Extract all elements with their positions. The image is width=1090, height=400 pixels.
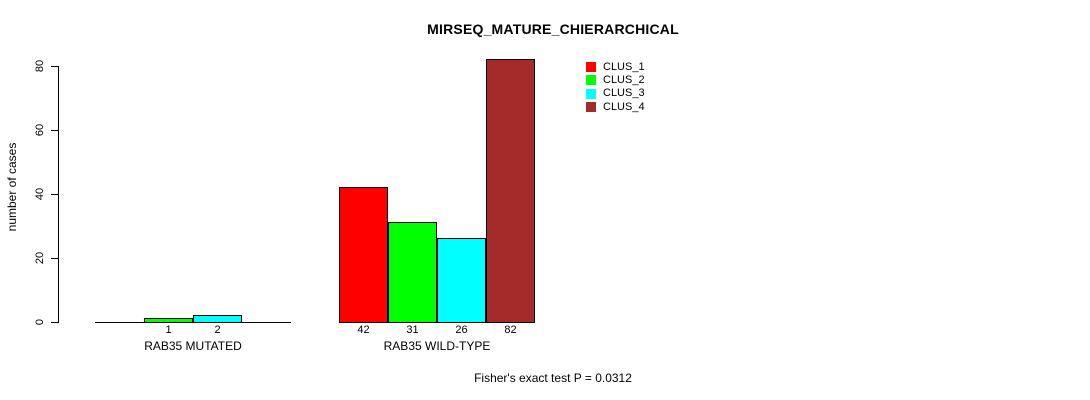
y-axis-label: number of cases xyxy=(5,142,19,232)
bar-value-label: 26 xyxy=(455,324,468,336)
y-tick-label: 80 xyxy=(34,59,46,73)
bar-value-label: 82 xyxy=(504,324,517,336)
y-tick-label: 20 xyxy=(34,251,46,265)
y-axis-tick xyxy=(51,258,58,259)
bar-value-label: 31 xyxy=(406,324,419,336)
fisher-test-annotation: Fisher's exact test P = 0.0312 xyxy=(474,371,632,385)
legend-label: CLUS_2 xyxy=(603,73,645,86)
legend-item-clus_4: CLUS_4 xyxy=(586,100,645,113)
legend-color-swatch-icon xyxy=(586,62,596,72)
legend-color-swatch-icon xyxy=(586,88,596,99)
bar-value-label: 1 xyxy=(165,324,172,336)
bar-clus_3 xyxy=(437,237,486,323)
y-tick-label: 0 xyxy=(34,318,46,326)
legend-label: CLUS_3 xyxy=(603,87,645,100)
legend: CLUS_1 CLUS_2 CLUS_3 CLUS_4 xyxy=(586,60,645,116)
bar-clus_3 xyxy=(193,314,242,323)
y-tick-label: 40 xyxy=(34,187,46,201)
bar-clus_2 xyxy=(144,317,193,323)
legend-item-clus_1: CLUS_1 xyxy=(586,60,645,73)
chart-title: MIRSEQ_MATURE_CHIERARCHICAL xyxy=(427,21,679,37)
bar-clus_1 xyxy=(339,186,388,323)
bar-clus_4 xyxy=(486,58,535,323)
y-axis-tick xyxy=(51,66,58,67)
legend-label: CLUS_4 xyxy=(603,100,645,113)
legend-item-clus_3: CLUS_3 xyxy=(586,87,645,100)
y-axis-tick xyxy=(51,322,58,323)
legend-item-clus_2: CLUS_2 xyxy=(586,73,645,86)
legend-label: CLUS_1 xyxy=(603,60,645,73)
bar-value-label: 2 xyxy=(214,324,221,336)
legend-color-swatch-icon xyxy=(586,75,596,86)
bar-clus_2 xyxy=(388,221,437,323)
category-label: RAB35 WILD-TYPE xyxy=(383,339,491,353)
y-axis-tick xyxy=(51,194,58,195)
legend-color-swatch-icon xyxy=(586,102,596,113)
bar-value-label: 42 xyxy=(357,324,370,336)
y-tick-label: 60 xyxy=(34,123,46,137)
category-label: RAB35 MUTATED xyxy=(144,339,242,353)
y-axis-tick xyxy=(51,130,58,131)
y-axis-line xyxy=(58,66,59,323)
